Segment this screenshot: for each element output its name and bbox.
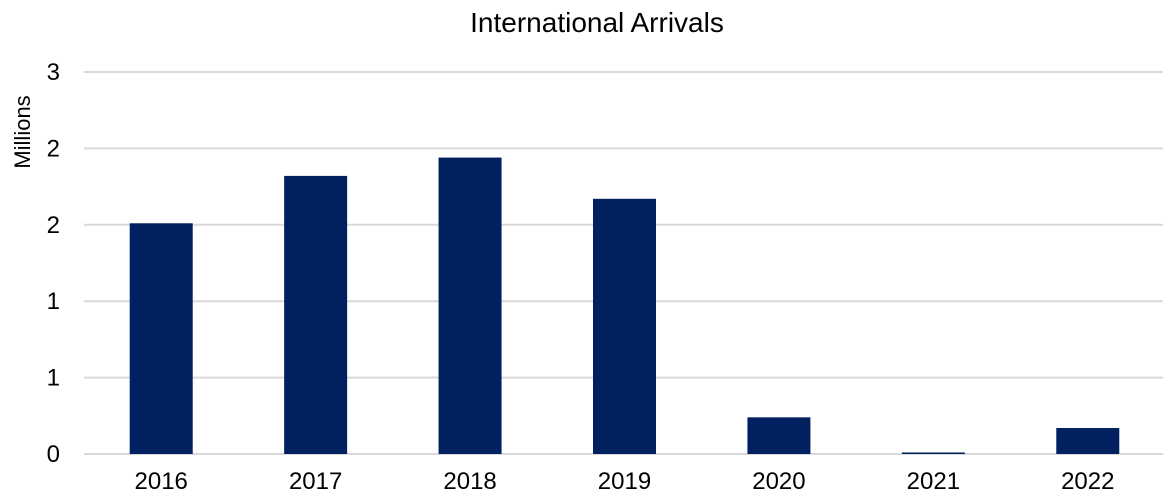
x-tick-label: 2020 — [752, 468, 805, 495]
chart-title: International Arrivals — [470, 7, 724, 38]
bar-2021 — [902, 452, 965, 454]
bar-2017 — [284, 176, 347, 454]
x-tick-label: 2017 — [289, 468, 342, 495]
bar-2019 — [593, 199, 656, 454]
y-tick-label: 2 — [47, 212, 60, 239]
x-tick-label: 2021 — [907, 468, 960, 495]
y-tick-label: 3 — [47, 59, 60, 86]
x-tick-label: 2022 — [1061, 468, 1114, 495]
y-axis-title: Millions — [10, 95, 35, 168]
y-axis-ticks: 0 1 1 2 2 3 — [47, 59, 60, 468]
y-tick-label: 1 — [47, 365, 60, 392]
y-tick-label: 0 — [47, 441, 60, 468]
bar-2020 — [747, 417, 810, 454]
y-tick-label: 2 — [47, 135, 60, 162]
x-tick-label: 2019 — [598, 468, 651, 495]
x-tick-label: 2016 — [135, 468, 188, 495]
y-tick-label: 1 — [47, 288, 60, 315]
x-axis-ticks: 2016 2017 2018 2019 2020 2021 2022 — [135, 468, 1115, 495]
bar-2022 — [1056, 428, 1119, 454]
bars — [130, 158, 1120, 454]
bar-2018 — [439, 158, 502, 454]
x-tick-label: 2018 — [443, 468, 496, 495]
bar-2016 — [130, 223, 193, 454]
